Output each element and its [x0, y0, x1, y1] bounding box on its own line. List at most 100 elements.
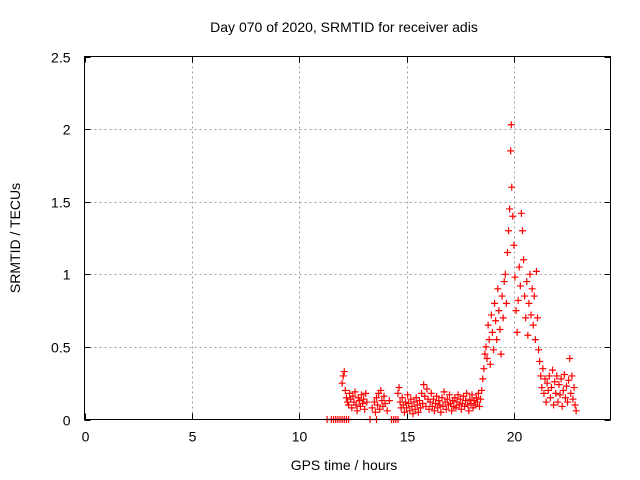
y-tick-label: 1.5 — [51, 195, 71, 211]
data-point — [371, 408, 379, 416]
data-point — [528, 285, 536, 293]
data-point — [368, 404, 376, 412]
data-point — [549, 366, 557, 374]
data-point — [400, 408, 408, 416]
data-point — [550, 401, 558, 409]
data-point — [472, 394, 480, 402]
data-point — [341, 386, 349, 394]
data-point — [462, 397, 470, 405]
data-point — [493, 336, 501, 344]
data-point — [488, 328, 496, 336]
data-point — [501, 270, 509, 278]
data-point — [556, 391, 564, 399]
data-point — [508, 183, 516, 191]
data-point — [486, 360, 494, 368]
data-point — [542, 398, 550, 406]
axis-ticks — [84, 56, 611, 421]
data-point — [491, 299, 499, 307]
data-point — [359, 400, 367, 408]
data-point — [559, 386, 567, 394]
chart-title: Day 070 of 2020, SRMTID for receiver adi… — [210, 19, 478, 35]
data-point — [547, 384, 555, 392]
data-point — [445, 391, 453, 399]
data-point — [395, 384, 403, 392]
data-point — [499, 314, 507, 322]
data-point — [541, 375, 549, 383]
data-point — [423, 385, 431, 393]
data-point — [514, 296, 522, 304]
data-point — [351, 388, 359, 396]
data-point — [433, 392, 441, 400]
data-point — [530, 292, 538, 300]
data-point — [526, 270, 534, 278]
data-point — [394, 389, 402, 397]
x-tick-labels: 0 5 10 15 20 — [82, 429, 523, 445]
data-point — [527, 311, 535, 319]
data-point — [539, 365, 547, 373]
data-point — [377, 386, 385, 394]
data-point — [506, 205, 514, 213]
data-point — [565, 376, 573, 384]
data-point — [385, 397, 393, 405]
data-point — [513, 328, 521, 336]
data-point — [540, 389, 548, 397]
data-point — [339, 372, 347, 380]
data-point — [353, 407, 361, 415]
data-point — [372, 394, 380, 402]
data-point — [511, 273, 519, 281]
data-point — [357, 391, 365, 399]
data-point — [500, 278, 508, 286]
data-point — [497, 350, 505, 358]
data-point — [361, 405, 369, 413]
data-point — [569, 395, 577, 403]
data-point — [349, 392, 357, 400]
data-point — [535, 346, 543, 354]
data-point — [546, 394, 554, 402]
data-point — [477, 395, 485, 403]
data-point — [479, 375, 487, 383]
data-point — [498, 292, 506, 300]
data-point — [362, 389, 370, 397]
data-point — [437, 408, 445, 416]
data-point — [537, 372, 545, 380]
data-point — [464, 401, 472, 409]
data-point — [427, 389, 435, 397]
data-point — [557, 375, 565, 383]
data-point — [489, 346, 497, 354]
data-point — [478, 386, 486, 394]
y-tick-label: 0.5 — [51, 340, 71, 356]
data-point — [436, 401, 444, 409]
data-point — [562, 382, 570, 390]
x-axis-label: GPS time / hours — [291, 457, 398, 473]
plot-frame — [84, 56, 611, 420]
data-point — [564, 398, 572, 406]
data-point — [442, 405, 450, 413]
data-point — [398, 394, 406, 402]
data-point — [536, 357, 544, 365]
data-point — [531, 336, 539, 344]
data-point — [522, 314, 530, 322]
data-point — [454, 391, 462, 399]
data-point — [507, 147, 515, 155]
data-point — [465, 407, 473, 415]
data-point — [567, 389, 575, 397]
x-tick-label: 5 — [189, 429, 197, 445]
data-point — [503, 249, 511, 257]
data-point — [492, 317, 500, 325]
y-tick-label: 2 — [63, 122, 71, 138]
x-tick-label: 15 — [400, 429, 416, 445]
data-point — [380, 392, 388, 400]
y-tick-label: 2.5 — [51, 50, 71, 66]
data-point — [401, 398, 409, 406]
data-point — [348, 404, 356, 412]
data-point — [342, 394, 350, 402]
data-point — [485, 336, 493, 344]
data-point — [416, 404, 424, 412]
data-point — [496, 325, 504, 333]
data-point — [529, 321, 537, 329]
data-point — [555, 381, 563, 389]
data-point — [463, 389, 471, 397]
y-tick-label: 0 — [63, 413, 71, 429]
